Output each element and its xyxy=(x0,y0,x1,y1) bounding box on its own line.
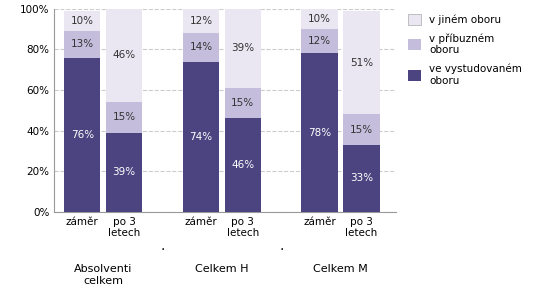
Text: Celkem M: Celkem M xyxy=(313,265,368,275)
Text: 12%: 12% xyxy=(308,36,331,46)
Bar xyxy=(301,9,338,29)
Bar xyxy=(64,31,100,58)
Text: .: . xyxy=(160,239,165,253)
Text: 78%: 78% xyxy=(308,128,331,138)
Text: 10%: 10% xyxy=(308,14,331,24)
Text: Celkem H: Celkem H xyxy=(195,265,249,275)
Text: Absolventi
celkem: Absolventi celkem xyxy=(74,265,132,286)
Bar xyxy=(225,118,261,212)
Text: 46%: 46% xyxy=(231,160,254,170)
Text: 39%: 39% xyxy=(112,167,136,177)
Bar xyxy=(64,11,100,31)
Bar xyxy=(183,61,219,212)
Bar xyxy=(225,88,261,118)
Bar xyxy=(106,102,142,133)
Text: 12%: 12% xyxy=(190,16,212,26)
Bar xyxy=(301,54,338,212)
Text: 10%: 10% xyxy=(71,16,94,26)
Text: .: . xyxy=(279,239,283,253)
Text: 74%: 74% xyxy=(190,132,212,142)
Text: 15%: 15% xyxy=(350,125,373,135)
Bar xyxy=(343,114,380,145)
Text: 14%: 14% xyxy=(190,42,212,52)
Bar xyxy=(183,9,219,33)
Bar xyxy=(183,33,219,61)
Bar xyxy=(343,11,380,114)
Bar xyxy=(343,145,380,212)
Bar xyxy=(106,133,142,212)
Text: 39%: 39% xyxy=(231,44,254,54)
Text: 15%: 15% xyxy=(231,98,254,108)
Text: 15%: 15% xyxy=(112,112,136,122)
Bar xyxy=(64,58,100,212)
Bar xyxy=(106,9,142,102)
Text: 13%: 13% xyxy=(71,39,94,49)
Text: 46%: 46% xyxy=(112,51,136,61)
Bar xyxy=(225,9,261,88)
Text: 76%: 76% xyxy=(71,130,94,140)
Text: 33%: 33% xyxy=(350,173,373,183)
Text: 51%: 51% xyxy=(350,58,373,68)
Legend: v jiném oboru, v příbuzném
oboru, ve vystudovaném
oboru: v jiném oboru, v příbuzném oboru, ve vys… xyxy=(408,14,522,86)
Bar xyxy=(301,29,338,54)
